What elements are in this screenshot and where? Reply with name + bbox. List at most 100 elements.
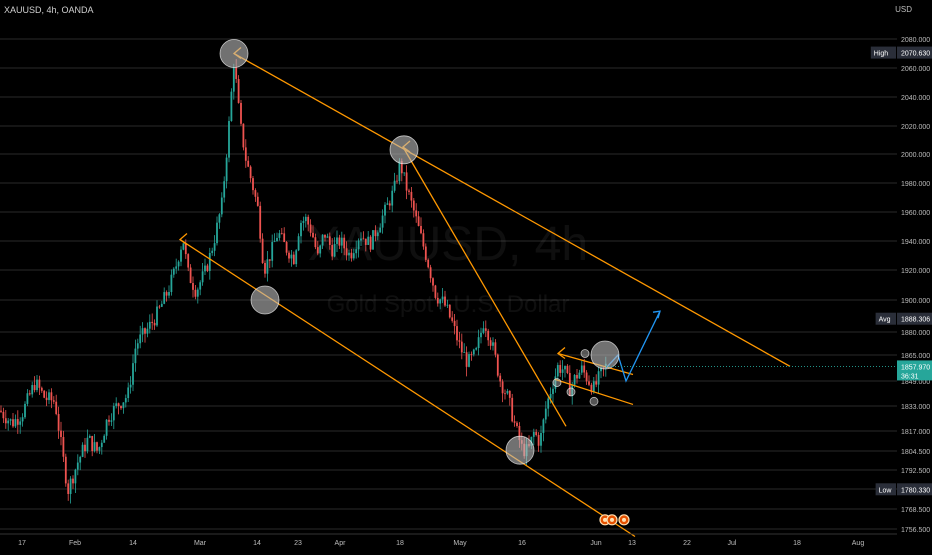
time-axis[interactable]: 17 Feb 14 Mar 14 23 Apr 18 May 16 Jun 13 22 Jul 18 Aug — [0, 533, 897, 547]
candle-body — [122, 402, 125, 409]
candle-body — [484, 328, 487, 331]
time-tick-label: 23 — [294, 540, 302, 547]
candle-body — [297, 236, 300, 251]
trendline — [179, 239, 636, 538]
candle-body — [129, 384, 132, 388]
candle-body — [213, 243, 216, 251]
candle-body — [367, 236, 370, 245]
candle-body — [588, 381, 590, 385]
candle-body — [144, 328, 146, 334]
time-tick-label: 16 — [518, 540, 526, 547]
candle-body — [472, 349, 475, 355]
candle-body — [110, 420, 113, 422]
candle-body — [571, 384, 574, 396]
candle-body — [132, 363, 134, 385]
candle-body — [573, 374, 576, 385]
candle-body — [345, 248, 348, 256]
price-tag-label-bg — [875, 312, 896, 325]
candle-body — [309, 224, 312, 233]
candle-body — [292, 254, 295, 265]
candle-body — [412, 200, 415, 211]
trendline-drawings[interactable] — [178, 39, 791, 538]
price-tags: High 2070.630 Avg 1888.306 Low 1780.330 1857.9… — [606, 46, 932, 496]
candle-body — [475, 348, 478, 350]
symbol-title[interactable]: XAUUSD, 4h, OANDA — [4, 5, 94, 15]
candle-body — [559, 365, 562, 373]
candle-body — [158, 306, 161, 308]
candle-body — [540, 432, 542, 446]
price-axis-bg — [897, 0, 932, 550]
candle-body — [328, 236, 331, 245]
candle-body — [333, 243, 336, 257]
candle-body — [249, 166, 252, 179]
price-tick-label: 1980.000 — [901, 181, 930, 188]
candle-body — [105, 419, 108, 436]
candle-body — [463, 352, 466, 354]
last-price-value: 1857.970 — [901, 364, 930, 371]
candle-body — [422, 233, 425, 247]
price-tick-label: 1940.000 — [901, 239, 930, 246]
trendline-arrowhead — [556, 346, 566, 359]
price-tick-label: 1960.000 — [901, 210, 930, 217]
candle-body — [151, 321, 154, 323]
grid-lines — [0, 38, 897, 530]
price-tag-value-bg — [897, 483, 932, 496]
candle-body — [0, 410, 2, 412]
candle-body — [561, 369, 564, 373]
candle-body — [187, 254, 190, 268]
time-tick-label: 17 — [18, 540, 26, 547]
candle-body — [55, 401, 58, 414]
candle-body — [7, 420, 10, 424]
price-axis[interactable]: 2080.000 2060.000 2040.000 2020.000 2000.000… — [897, 0, 932, 550]
candle-body — [62, 436, 65, 457]
candle-body — [465, 352, 468, 367]
price-tick-label: 1920.000 — [901, 268, 930, 275]
candle-body — [364, 238, 367, 245]
circle-marker — [580, 349, 590, 358]
candle-body — [513, 421, 516, 423]
candle-body — [518, 425, 521, 441]
watermark-name: Gold Spot / U.S. Dollar — [327, 291, 570, 318]
candle-body — [91, 436, 94, 452]
candle-body — [232, 67, 235, 92]
trendline — [402, 146, 567, 427]
candle-body — [444, 296, 446, 306]
candle-body — [240, 102, 242, 124]
candle-body — [100, 442, 103, 448]
candle-body — [340, 237, 343, 246]
candle-body — [372, 230, 374, 250]
currency-label[interactable]: USD — [895, 5, 912, 14]
event-marker-dot — [622, 517, 626, 522]
time-tick-label: 18 — [793, 540, 801, 547]
candle-body — [326, 236, 329, 238]
candle-body — [537, 435, 540, 446]
candle-body — [451, 317, 454, 321]
candle-body — [182, 243, 185, 250]
candle-body — [88, 436, 91, 438]
time-tick-label: Jul — [728, 540, 737, 547]
circle-marker — [566, 387, 576, 397]
candle-body — [496, 354, 499, 376]
candle-body — [50, 392, 53, 401]
candle-body — [146, 328, 149, 334]
candle-body — [487, 330, 490, 341]
candle-body — [204, 265, 206, 272]
candle-body — [381, 215, 384, 228]
candle-body — [96, 442, 98, 451]
candle-body — [153, 322, 156, 326]
candle-body — [86, 437, 89, 452]
candle-body — [247, 160, 250, 167]
candle-body — [343, 237, 346, 249]
candle-body — [494, 342, 497, 355]
candle-body — [590, 384, 593, 393]
candle-body — [67, 483, 70, 494]
candle-body — [26, 393, 29, 404]
price-tick-label: 1880.000 — [901, 330, 930, 337]
candle-body — [316, 247, 319, 254]
candle-body — [136, 343, 139, 349]
candle-body — [218, 214, 221, 223]
price-tick-label: 2020.000 — [901, 124, 930, 131]
candle-body — [336, 237, 338, 244]
